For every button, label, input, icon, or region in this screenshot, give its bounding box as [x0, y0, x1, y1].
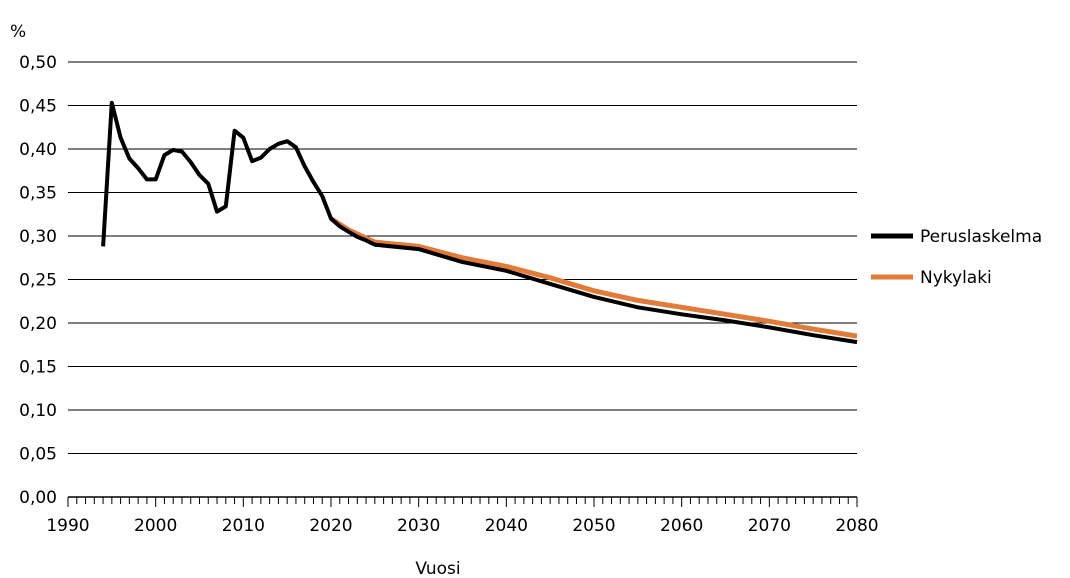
- x-tick-label: 2040: [485, 516, 528, 536]
- series-line-nykylaki: [329, 216, 858, 339]
- legend-label-nykylaki: Nykylaki: [920, 268, 992, 288]
- x-axis-title: Vuosi: [415, 559, 460, 578]
- y-axis-title: %: [10, 22, 26, 42]
- legend: Peruslaskelma Nykylaki: [871, 227, 1042, 288]
- y-tick-labels: 0,00 0,05 0,10 0,15 0,20 0,25 0,30 0,35 0,40 0,45…: [19, 53, 57, 508]
- x-tick-label: 2080: [835, 516, 878, 536]
- x-tick-label: 1990: [46, 516, 89, 536]
- series-line-peruslaskelma: [101, 100, 858, 345]
- x-tick-label: 2020: [309, 516, 352, 536]
- y-tick-label: 0,50: [19, 53, 57, 73]
- y-tick-label: 0,40: [19, 140, 57, 160]
- x-tick-label: 2060: [660, 516, 703, 536]
- y-tick-label: 0,15: [19, 358, 57, 378]
- y-tick-label: 0,35: [19, 184, 57, 204]
- y-tick-label: 0,30: [19, 227, 57, 247]
- x-tick-label: 2070: [748, 516, 791, 536]
- y-tick-label: 0,45: [19, 97, 57, 117]
- legend-label-peruslaskelma: Peruslaskelma: [920, 227, 1042, 247]
- x-tick-label: 2030: [397, 516, 440, 536]
- x-tick-label: 2000: [134, 516, 177, 536]
- gridlines: [68, 61, 857, 454]
- x-tick-label: 2010: [222, 516, 265, 536]
- x-axis: [67, 496, 858, 507]
- series-lines: [101, 100, 858, 345]
- y-tick-label: 0,10: [19, 401, 57, 421]
- y-tick-label: 0,20: [19, 314, 57, 334]
- x-tick-label: 2050: [572, 516, 615, 536]
- y-tick-label: 0,25: [19, 271, 57, 291]
- x-tick-labels: 1990 2000 2010 2020 2030 2040 2050 2060 2070 2080: [46, 516, 878, 536]
- y-tick-label: 0,05: [19, 445, 57, 465]
- y-tick-label: 0,00: [19, 488, 57, 508]
